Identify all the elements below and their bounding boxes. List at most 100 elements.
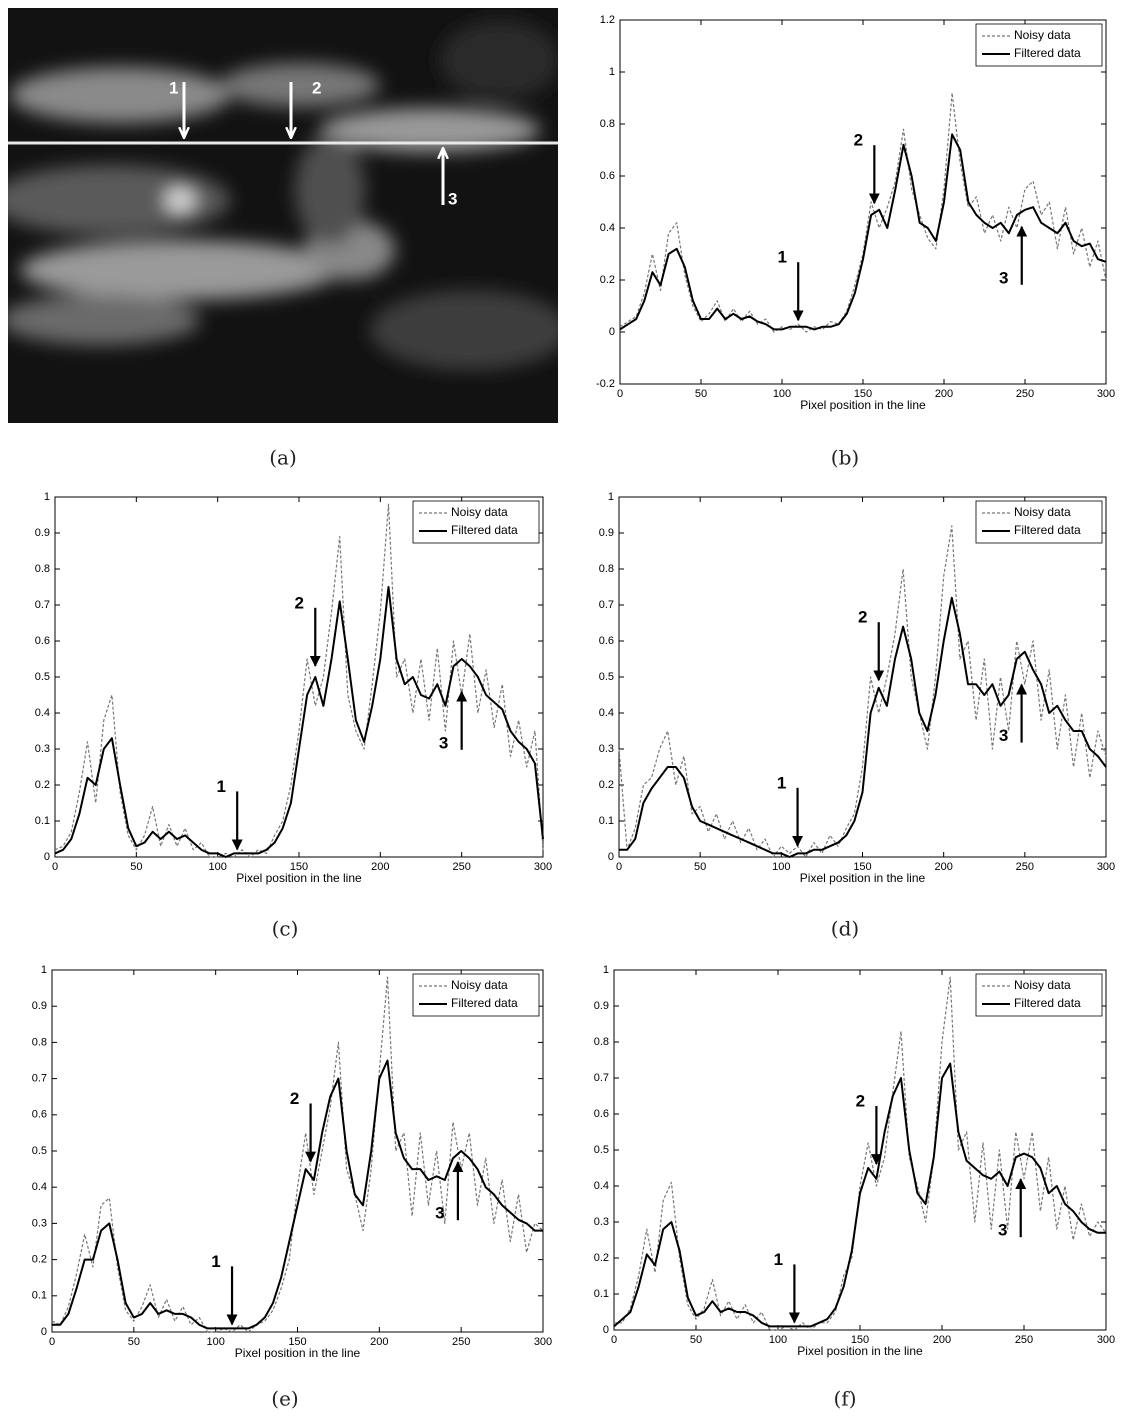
annotation-label: 3 <box>439 733 448 752</box>
plot-area <box>51 969 544 1333</box>
x-axis-label: Pixel position in the line <box>235 1346 361 1360</box>
panel-caption: (e) <box>271 1387 298 1411</box>
x-tick-label: 50 <box>695 388 707 400</box>
plot-area <box>618 496 1107 858</box>
filtered-line <box>619 596 1107 858</box>
y-tick-label: 0.6 <box>594 1108 609 1120</box>
annotation-label: 1 <box>216 777 225 796</box>
legend-label: Filtered data <box>451 996 518 1010</box>
legend-label: Noisy data <box>451 978 508 992</box>
x-tick-label: 0 <box>52 861 58 873</box>
chart: 0 50 100 150 200 250 300 0 0.1 0.2 0.3 0.4 0.5 0.6 0.7… <box>32 964 552 1360</box>
annotation-label: 3 <box>998 1221 1007 1240</box>
y-tick-label: 1 <box>41 964 47 976</box>
legend-label: Filtered data <box>1014 523 1081 537</box>
y-tick-label: 0.7 <box>594 1072 609 1084</box>
legend-label: Noisy data <box>1014 978 1071 992</box>
y-tick-label: 0.2 <box>599 779 614 791</box>
annotation-label: 2 <box>858 608 867 627</box>
y-tick-label: 0.2 <box>594 1252 609 1264</box>
panel-caption: (a) <box>269 446 297 470</box>
y-tick-label: 0.3 <box>594 1216 609 1228</box>
y-tick-label: 0.8 <box>594 1036 609 1048</box>
y-tick-label: 0 <box>603 1324 609 1336</box>
chart: 0 50 100 150 200 250 300 0 0.1 0.2 0.3 0.4 0.5 0.6 0.7… <box>599 491 1115 885</box>
legend: Noisy data Filtered data <box>975 23 1103 67</box>
x-tick-label: 250 <box>1016 388 1034 400</box>
y-tick-label: 0.5 <box>599 671 614 683</box>
x-tick-label: 200 <box>371 861 389 873</box>
y-tick-label: 0.1 <box>594 1288 609 1300</box>
annotation-label: 1 <box>774 1250 783 1269</box>
y-tick-label: 0.8 <box>35 563 50 575</box>
y-tick-label: 0.4 <box>32 1181 47 1193</box>
y-tick-label: 0.3 <box>32 1217 47 1229</box>
annotation-label: 2 <box>854 131 863 150</box>
x-tick-label: 150 <box>851 1334 869 1346</box>
y-tick-label: 1 <box>609 66 615 78</box>
y-tick-label: 1 <box>608 491 614 503</box>
x-tick-label: 300 <box>1097 861 1115 873</box>
x-tick-label: 50 <box>130 861 142 873</box>
filtered-line <box>619 133 1107 331</box>
legend-box <box>412 500 540 544</box>
x-tick-label: 200 <box>370 1336 388 1348</box>
annotation-label: 1 <box>777 773 786 792</box>
x-tick-label: 50 <box>694 861 706 873</box>
x-tick-label: 200 <box>933 1334 951 1346</box>
x-tick-label: 100 <box>772 861 790 873</box>
y-tick-label: 0.4 <box>600 222 615 234</box>
x-tick-label: 200 <box>934 861 952 873</box>
panel-caption: (d) <box>831 917 859 941</box>
x-tick-label: 150 <box>288 1336 306 1348</box>
x-tick-label: 100 <box>206 1336 224 1348</box>
legend: Noisy data Filtered data <box>412 973 540 1017</box>
image-label: 2 <box>312 78 321 97</box>
filtered-line <box>52 1059 543 1330</box>
annotation-label: 1 <box>777 248 786 267</box>
y-tick-label: 1.2 <box>600 14 615 26</box>
x-tick-label: 100 <box>769 1334 787 1346</box>
x-tick-label: 250 <box>1015 1334 1033 1346</box>
y-tick-label: 0 <box>608 851 614 863</box>
legend-label: Noisy data <box>1014 28 1071 42</box>
annotation-label: 3 <box>999 726 1008 745</box>
y-tick-label: 0.9 <box>599 527 614 539</box>
plot-area <box>54 496 544 858</box>
x-tick-label: 250 <box>452 1336 470 1348</box>
x-tick-label: 150 <box>853 861 871 873</box>
image-label: 1 <box>169 78 178 97</box>
legend-box <box>975 973 1103 1017</box>
x-tick-label: 0 <box>616 861 622 873</box>
y-tick-label: 0.9 <box>594 1000 609 1012</box>
y-tick-label: 0.3 <box>35 743 50 755</box>
x-tick-label: 50 <box>690 1334 702 1346</box>
legend-box <box>975 23 1103 67</box>
x-tick-label: 50 <box>128 1336 140 1348</box>
y-tick-label: 0.1 <box>35 815 50 827</box>
annotation-label: 1 <box>211 1252 220 1271</box>
y-tick-label: 1 <box>603 964 609 976</box>
x-tick-label: 150 <box>290 861 308 873</box>
y-tick-label: 0.4 <box>594 1180 609 1192</box>
filtered-line <box>613 1062 1106 1328</box>
plot-area <box>613 969 1107 1331</box>
y-tick-label: 0.9 <box>35 527 50 539</box>
filtered-line <box>54 586 544 858</box>
legend-label: Noisy data <box>451 505 508 519</box>
legend: Noisy data Filtered data <box>975 500 1103 544</box>
annotation-label: 3 <box>999 268 1008 287</box>
y-tick-label: 0.5 <box>594 1144 609 1156</box>
y-tick-label: 0.1 <box>599 815 614 827</box>
y-tick-label: 0 <box>44 851 50 863</box>
chart: 0 50 100 150 200 250 300 0 0.1 0.2 0.3 0.4 0.5 0.6 0.7… <box>594 964 1115 1358</box>
image-texture <box>8 20 558 370</box>
x-tick-label: 0 <box>49 1336 55 1348</box>
x-tick-label: 300 <box>1097 1334 1115 1346</box>
legend: Noisy data Filtered data <box>975 973 1103 1017</box>
y-tick-label: 0.5 <box>35 671 50 683</box>
x-axis-label: Pixel position in the line <box>800 398 926 412</box>
chart: 0 50 100 150 200 250 300-0.200.20.40.60.811.2P… <box>596 14 1115 412</box>
x-tick-label: 200 <box>935 388 953 400</box>
y-tick-label: 0 <box>41 1326 47 1338</box>
